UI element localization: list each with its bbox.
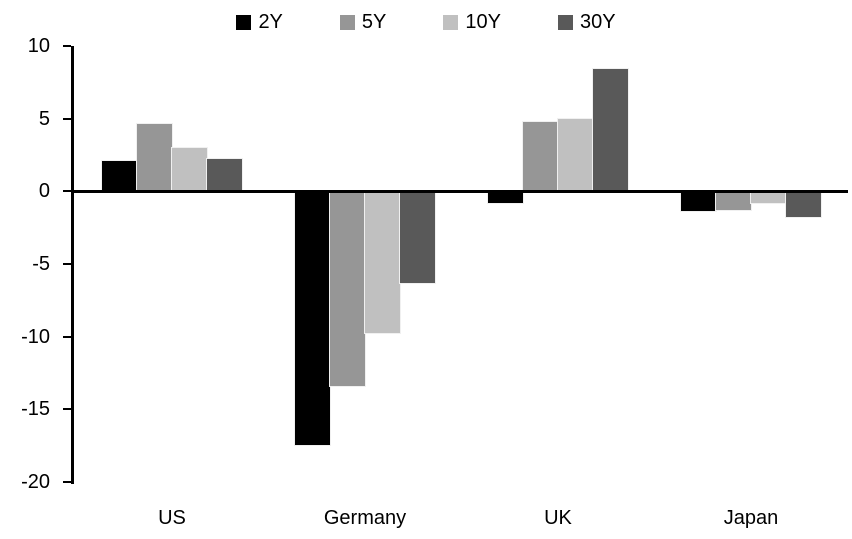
y-axis-tick-label: -10: [21, 326, 50, 348]
y-axis-tick-label: -5: [32, 253, 50, 275]
legend-swatch-icon-30y: [557, 14, 573, 30]
category-label-uk: UK: [544, 507, 572, 529]
legend-label-30y: 30Y: [579, 11, 616, 33]
legend-label-10y: 10Y: [465, 11, 501, 33]
legend-swatch-icon-5y: [339, 14, 355, 30]
bar-us-30y: [206, 158, 243, 192]
legend-item-10y: 10Y: [443, 12, 501, 32]
bar-japan-2y: [680, 190, 717, 212]
x-axis-line: [71, 190, 848, 193]
bar-uk-10y: [557, 118, 594, 193]
legend-label-5y: 5Y: [361, 11, 387, 33]
bar-germany-2y: [294, 190, 331, 446]
y-axis-tick: [63, 336, 71, 338]
legend-swatch-icon-2y: [236, 14, 252, 30]
y-axis-tick: [63, 190, 71, 192]
bar-japan-5y: [715, 190, 752, 211]
y-axis-tick: [63, 263, 71, 265]
legend-swatch-icon-10y: [443, 14, 459, 30]
y-axis-tick: [63, 118, 71, 120]
y-axis-tick: [63, 45, 71, 47]
bar-uk-5y: [522, 121, 559, 193]
bar-us-5y: [136, 123, 173, 192]
category-label-japan: Japan: [723, 507, 779, 529]
y-axis-tick-label: -15: [21, 398, 50, 420]
y-axis-tick: [63, 408, 71, 410]
y-axis-tick-label: 5: [38, 108, 50, 130]
legend: 2Y 5Y 10Y 30Y: [0, 12, 852, 32]
bar-us-10y: [171, 147, 208, 193]
bar-germany-10y: [364, 190, 401, 334]
bar-uk-30y: [592, 68, 629, 192]
bar-japan-10y: [750, 190, 787, 204]
y-axis-tick: [63, 481, 71, 483]
legend-item-2y: 2Y: [236, 11, 283, 33]
bar-us-2y: [101, 160, 138, 193]
y-axis-tick-label: 10: [27, 35, 50, 57]
bar-germany-30y: [399, 190, 436, 284]
category-label-germany: Germany: [323, 507, 407, 529]
bar-uk-2y: [487, 190, 524, 204]
bar-japan-30y: [785, 190, 822, 218]
legend-label-2y: 2Y: [258, 11, 283, 33]
legend-item-30y: 30Y: [557, 11, 616, 33]
y-axis-tick-label: 0: [38, 180, 50, 202]
legend-item-5y: 5Y: [339, 11, 387, 33]
y-axis-line: [71, 46, 74, 484]
bar-germany-5y: [329, 190, 366, 387]
y-axis-tick-label: -20: [21, 471, 50, 493]
category-label-us: US: [158, 507, 186, 529]
